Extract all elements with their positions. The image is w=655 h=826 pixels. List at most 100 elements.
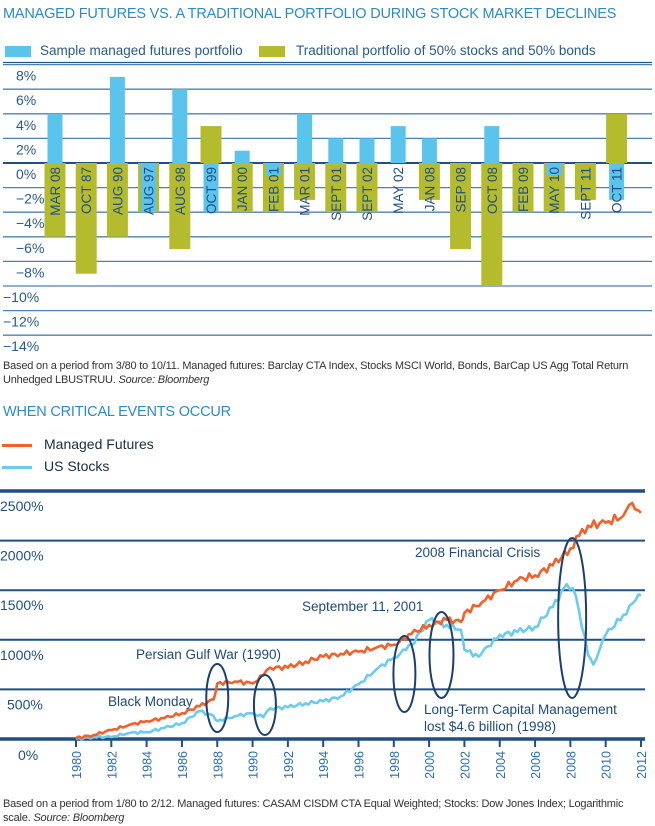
- event-ellipse-ltcm: [392, 635, 417, 713]
- x-tick-label: 1998: [388, 751, 402, 779]
- annotation-gulf-war: Persian Gulf War (1990): [136, 647, 281, 662]
- category-label: SEPT 02: [360, 167, 375, 221]
- y-tick-label: 6%: [16, 92, 36, 108]
- y-tick-label: 2%: [16, 141, 36, 157]
- category-label: AUG 90: [110, 167, 125, 215]
- bar-chart-footnote: Based on a period from 3/80 to 10/11. Ma…: [3, 359, 653, 387]
- y-tick-label: −10%: [3, 289, 39, 305]
- bar-traditional: [75, 163, 97, 274]
- annotation-2008-crisis: 2008 Financial Crisis: [415, 545, 541, 560]
- bar-managed-futures: [359, 138, 375, 163]
- legend-line-managed-futures: [2, 444, 32, 447]
- y-tick-label: −8%: [16, 264, 44, 280]
- y-tick-label: −4%: [16, 215, 44, 231]
- line-chart-title: WHEN CRITICAL EVENTS OCCUR: [3, 404, 231, 420]
- legend-swatch-traditional: [259, 46, 285, 57]
- annotation-sept11: September 11, 2001: [302, 599, 423, 614]
- x-tick-label: 1986: [176, 751, 190, 779]
- category-label: OCT 08: [485, 167, 500, 214]
- x-tick-label: 1992: [282, 751, 296, 779]
- x-tick-label: 1996: [353, 751, 367, 779]
- x-tick-label: 2006: [529, 751, 543, 779]
- bar-managed-futures: [109, 76, 125, 163]
- series-line-managed-futures: [75, 501, 642, 740]
- annotation-ltcm-line1: Long-Term Capital Management: [424, 702, 617, 717]
- y-tick-label: −2%: [16, 191, 44, 207]
- annotation-black-monday: Black Monday: [108, 694, 193, 709]
- legend-label-managed-futures-line: Managed Futures: [44, 436, 154, 452]
- bar-traditional: [574, 163, 596, 200]
- bar-traditional: [44, 163, 66, 237]
- legend-swatch-managed-futures: [5, 46, 31, 57]
- y-tick-label: −6%: [16, 240, 44, 256]
- category-label: AUG 98: [173, 167, 188, 215]
- x-tick-label: 2008: [564, 751, 578, 779]
- event-ellipse-black-monday: [205, 663, 230, 733]
- line-footnote-source: Source: Bloomberg: [33, 812, 125, 824]
- bar-traditional: [512, 163, 534, 213]
- line-chart: 2500% 2000% 1500% 1000% 500% 0% 1980 1982 1984 19…: [0, 489, 649, 779]
- bar-managed-futures: [265, 163, 281, 176]
- category-label: FEB 09: [516, 167, 531, 212]
- bar-managed-futures: [484, 126, 500, 163]
- x-tick-label: 1990: [247, 751, 261, 779]
- legend-label-managed-futures: Sample managed futures portfolio: [40, 43, 243, 58]
- y-tick-label: 4%: [16, 117, 36, 133]
- event-ellipse-gulf-war: [252, 674, 277, 736]
- bar-managed-futures: [546, 163, 562, 176]
- category-label: JAN 08: [422, 167, 437, 211]
- series-line-us-stocks: [75, 582, 642, 741]
- x-tick-label: 1982: [105, 751, 119, 779]
- legend-label-traditional: Traditional portfolio of 50% stocks and …: [296, 43, 596, 58]
- category-label: JAN 00: [235, 167, 250, 211]
- y-tick-label: 500%: [7, 696, 43, 712]
- category-label: SEP 08: [454, 167, 469, 213]
- x-tick-label: 2002: [458, 751, 472, 779]
- bar-managed-futures: [328, 138, 344, 163]
- y-tick-label: 8%: [16, 68, 36, 84]
- bar-traditional: [606, 113, 628, 163]
- bar-managed-futures: [234, 150, 250, 163]
- bar-traditional: [481, 163, 503, 286]
- bar-managed-futures: [297, 113, 313, 163]
- x-tick-label: 2004: [494, 751, 508, 779]
- category-label: OCT 87: [79, 167, 94, 214]
- bar-footnote-source: Source: Bloomberg: [118, 374, 210, 386]
- category-label: FEB 01: [266, 167, 281, 212]
- category-label: MAY 10: [547, 167, 562, 214]
- x-tick-label: 2012: [635, 751, 649, 779]
- bar-managed-futures: [609, 163, 625, 200]
- bar-chart-title: MANAGED FUTURES VS. A TRADITIONAL PORTFO…: [3, 6, 617, 22]
- category-label: SEPT 01: [329, 167, 344, 221]
- legend-label-us-stocks: US Stocks: [44, 458, 110, 474]
- bar-managed-futures: [172, 89, 188, 163]
- y-tick-label: 0%: [16, 166, 36, 182]
- bar-footnote-text: Based on a period from 3/80 to 10/11. Ma…: [3, 360, 629, 386]
- x-tick-label: 1980: [70, 751, 84, 779]
- bar-traditional: [231, 163, 253, 213]
- category-label: OCT 99: [204, 167, 219, 214]
- y-tick-label: −14%: [3, 338, 39, 354]
- bar-traditional: [106, 163, 128, 237]
- legend-line-us-stocks: [2, 466, 32, 469]
- bar-managed-futures: [421, 138, 437, 163]
- category-label: MAY 02: [391, 167, 406, 214]
- x-tick-label: 1988: [211, 751, 225, 779]
- line-footnote-text: Based on a period from 1/80 to 2/12. Man…: [3, 798, 624, 824]
- y-tick-label: −12%: [3, 314, 39, 330]
- y-tick-label: 1000%: [0, 647, 44, 663]
- category-label: MAR 08: [48, 167, 63, 216]
- bar-traditional: [356, 163, 378, 213]
- y-tick-label: 2000%: [0, 548, 44, 564]
- y-tick-label: 2500%: [0, 498, 44, 514]
- category-label: OCT 11: [610, 167, 625, 213]
- y-tick-label: 0%: [18, 747, 38, 763]
- x-tick-label: 2000: [423, 751, 437, 779]
- bar-traditional: [418, 163, 440, 200]
- x-tick-label: 1984: [141, 751, 155, 779]
- category-label: AUG 97: [142, 167, 157, 215]
- event-ellipse-sept11: [428, 611, 455, 699]
- bar-managed-futures: [47, 113, 63, 163]
- bar-chart: 8% 6% 4% 2% 0% −2% −4% −6% −8% −10% −12% −14% MAR 08…: [3, 61, 652, 354]
- category-label: MAR 01: [298, 167, 313, 216]
